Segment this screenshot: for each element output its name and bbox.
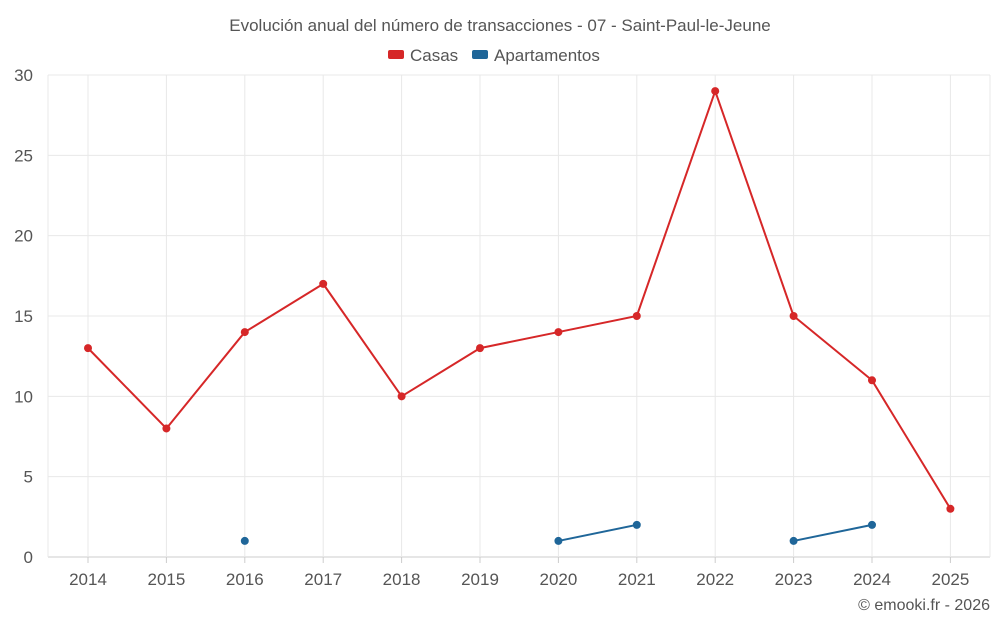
series-apartamentos	[240, 520, 876, 545]
data-point-apartamentos-2023[interactable]	[789, 536, 798, 545]
data-point-casas-2020[interactable]	[554, 328, 563, 337]
data-point-apartamentos-2021[interactable]	[632, 520, 641, 529]
x-tick-label-2021: 2021	[618, 570, 656, 589]
legend-label-apartamentos[interactable]: Apartamentos	[494, 46, 600, 65]
data-point-casas-2025[interactable]	[946, 504, 955, 513]
x-tick-label-2015: 2015	[147, 570, 185, 589]
y-tick-label-15: 15	[14, 307, 33, 326]
data-point-casas-2018[interactable]	[397, 392, 406, 401]
series-layer	[84, 87, 955, 545]
series-line-apartamentos	[558, 523, 638, 542]
y-tick-label-20: 20	[14, 227, 33, 246]
legend-label-casas[interactable]: Casas	[410, 46, 458, 65]
data-point-casas-2015[interactable]	[162, 424, 171, 433]
series-casas	[84, 87, 955, 513]
data-point-casas-2024[interactable]	[868, 376, 876, 385]
x-tick-label-2017: 2017	[304, 570, 342, 589]
chart-title: Evolución anual del número de transaccio…	[229, 16, 770, 35]
data-point-apartamentos-2024[interactable]	[868, 520, 876, 529]
series-line-casas	[87, 90, 952, 510]
x-tick-label-2014: 2014	[69, 570, 107, 589]
x-tick-label-2024: 2024	[853, 570, 891, 589]
y-tick-label-30: 30	[14, 66, 33, 85]
y-gridlines	[48, 74, 990, 558]
x-tick-label-2020: 2020	[539, 570, 577, 589]
x-tick-label-2023: 2023	[775, 570, 813, 589]
credit-text: © emooki.fr - 2026	[858, 597, 990, 614]
x-tick-label-2025: 2025	[931, 570, 969, 589]
data-point-casas-2022[interactable]	[711, 87, 720, 96]
legend: Casas Apartamentos	[388, 46, 600, 65]
data-point-casas-2016[interactable]	[240, 328, 249, 337]
x-tick-label-2019: 2019	[461, 570, 499, 589]
y-tick-label-0: 0	[24, 548, 33, 567]
x-axis-tick-labels: 2014 2015 2016 2017 2018 2019 2020 2021 2022 2023…	[69, 570, 969, 589]
data-point-casas-2023[interactable]	[789, 312, 798, 320]
data-point-apartamentos-2016[interactable]	[240, 536, 249, 545]
legend-swatch-apartamentos	[472, 50, 488, 59]
data-point-casas-2021[interactable]	[632, 312, 641, 320]
y-tick-label-5: 5	[24, 468, 33, 487]
data-point-apartamentos-2020[interactable]	[554, 536, 563, 545]
data-point-casas-2019[interactable]	[476, 344, 484, 353]
x-tick-label-2018: 2018	[383, 570, 421, 589]
x-tick-label-2016: 2016	[226, 570, 264, 589]
y-axis-tick-labels: 0 5 10 15 20 25 30	[14, 66, 33, 567]
series-line-apartamentos	[793, 523, 873, 542]
data-point-casas-2014[interactable]	[84, 344, 92, 353]
x-gridlines	[47, 75, 991, 563]
legend-swatch-casas	[388, 50, 404, 59]
x-tick-label-2022: 2022	[696, 570, 734, 589]
y-tick-label-25: 25	[14, 146, 33, 165]
y-tick-label-10: 10	[14, 387, 33, 406]
data-point-casas-2017[interactable]	[319, 279, 328, 288]
